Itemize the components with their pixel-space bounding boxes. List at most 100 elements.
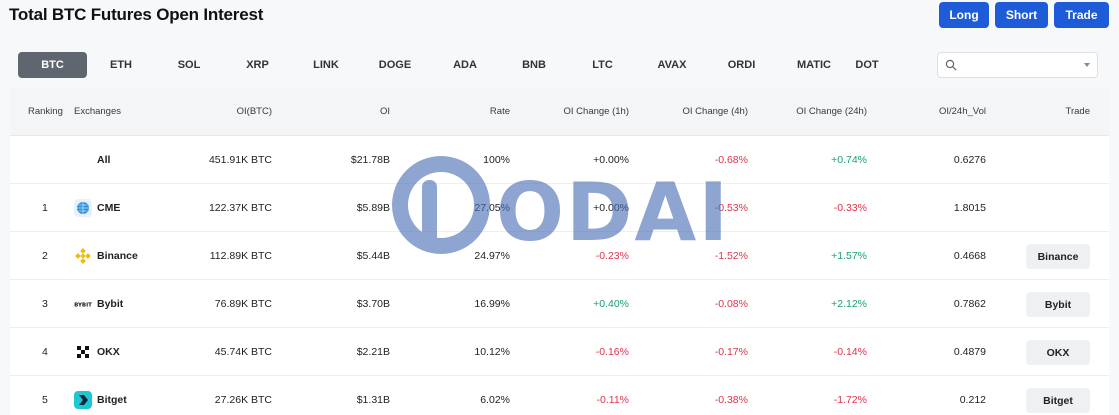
column-header-oi-change-4h: OI Change (4h)	[682, 106, 748, 117]
exchange-name: Binance	[97, 250, 138, 262]
exchange-name: OKX	[97, 346, 120, 358]
column-header-oi-24h-vol: OI/24h_Vol	[938, 106, 986, 117]
tab-doge[interactable]: DOGE	[378, 59, 412, 71]
oi-change-4h-cell: -0.38%	[714, 394, 748, 406]
oi-change-4h-cell: -0.17%	[714, 346, 748, 358]
oi-24h-vol-cell: 0.4879	[953, 346, 986, 358]
table-row: 1 CME 122.37K BTC $5.89B 27.05% +0.00% -0.53% -…	[10, 184, 1109, 232]
oi-change-4h-cell: -0.53%	[714, 202, 748, 214]
coin-search-select[interactable]	[937, 52, 1098, 78]
oi-change-24h-cell: +0.74%	[831, 154, 867, 166]
table-row: 5 Bitget 27.26K BTC $1.31B 6.02% -0.11% -0.38%…	[10, 376, 1109, 415]
oi-24h-vol-cell: 0.6276	[953, 154, 986, 166]
bybit-icon: BYBIT	[74, 295, 92, 313]
page-header: Total BTC Futures Open Interest Long Sho…	[0, 0, 1119, 32]
tab-dot[interactable]: DOT	[855, 59, 879, 71]
oi-change-24h-cell: -0.33%	[833, 202, 867, 214]
tab-ltc[interactable]: LTC	[592, 59, 613, 71]
oi-btc-cell: 451.91K BTC	[208, 154, 272, 166]
short-button[interactable]: Short	[995, 2, 1048, 28]
oi-btc-cell: 27.26K BTC	[214, 394, 272, 406]
oi-24h-vol-cell: 0.212	[959, 394, 986, 406]
oi-change-24h-cell: +2.12%	[831, 298, 867, 310]
tab-bnb[interactable]: BNB	[522, 59, 546, 71]
tab-avax[interactable]: AVAX	[657, 59, 687, 71]
tab-btc[interactable]: BTC	[18, 52, 87, 78]
column-header-rate: Rate	[489, 106, 510, 117]
rate-cell: 6.02%	[480, 394, 510, 406]
oi-usd-cell: $5.89B	[356, 202, 390, 214]
ranking-cell: 5	[42, 394, 48, 406]
open-interest-table: Ranking Exchanges OI(BTC) OI Rate OI Change (…	[10, 88, 1109, 415]
table-row: 3 BYBIT Bybit 76.89K BTC $3.70B 16.99% +0.40% -…	[10, 280, 1109, 328]
tab-sol[interactable]: SOL	[177, 59, 201, 71]
tab-xrp[interactable]: XRP	[246, 59, 269, 71]
coin-tabs: BTC ETH SOL XRP LINK DOGE ADA BNB LTC AVAX ORDI MAT…	[18, 52, 882, 78]
oi-btc-cell: 122.37K BTC	[208, 202, 272, 214]
exchange-name: Bitget	[97, 394, 127, 406]
oi-change-1h-cell: -0.16%	[595, 346, 629, 358]
tab-eth[interactable]: ETH	[110, 59, 132, 71]
column-header-oi-change-1h: OI Change (1h)	[563, 106, 629, 117]
oi-change-4h-cell: -0.08%	[714, 298, 748, 310]
trade-bybit-button[interactable]: Bybit	[1026, 292, 1090, 317]
ranking-cell: 1	[42, 202, 48, 214]
trade-bitget-button[interactable]: Bitget	[1026, 388, 1090, 413]
chevron-down-icon[interactable]	[1084, 63, 1090, 67]
table-row-all: All 451.91K BTC $21.78B 100% +0.00% -0.68% +0.…	[10, 136, 1109, 184]
search-input[interactable]	[962, 56, 1072, 74]
table-row: 4 OKX 45.74K BTC $2.21B 10.12% -0.16% -0.17% -0…	[10, 328, 1109, 376]
rate-cell: 24.97%	[474, 250, 510, 262]
oi-change-1h-cell: -0.23%	[595, 250, 629, 262]
search-icon	[945, 59, 957, 71]
tab-ordi[interactable]: ORDI	[727, 59, 756, 71]
tab-ada[interactable]: ADA	[453, 59, 477, 71]
rate-cell: 27.05%	[474, 202, 510, 214]
rate-cell: 10.12%	[474, 346, 510, 358]
bitget-icon	[74, 391, 92, 409]
column-header-exchanges: Exchanges	[74, 106, 122, 117]
oi-change-24h-cell: -0.14%	[833, 346, 867, 358]
page-title: Total BTC Futures Open Interest	[9, 5, 264, 24]
ranking-cell: 4	[42, 346, 48, 358]
table-body: All 451.91K BTC $21.78B 100% +0.00% -0.68% +0.…	[10, 136, 1109, 415]
trade-okx-button[interactable]: OKX	[1026, 340, 1090, 365]
binance-icon	[74, 247, 92, 265]
column-header-ranking: Ranking	[28, 106, 63, 117]
exchange-name: Bybit	[97, 298, 124, 310]
oi-change-1h-cell: -0.11%	[596, 394, 630, 406]
oi-usd-cell: $21.78B	[350, 154, 390, 166]
oi-change-4h-cell: -1.52%	[714, 250, 748, 262]
trade-binance-button[interactable]: Binance	[1026, 244, 1090, 269]
okx-icon	[74, 343, 92, 361]
column-header-oi-btc: OI(BTC)	[236, 106, 272, 117]
table-header: Ranking Exchanges OI(BTC) OI Rate OI Change (…	[10, 88, 1109, 136]
exchange-name: All	[97, 154, 111, 166]
long-button[interactable]: Long	[939, 2, 989, 28]
oi-change-24h-cell: +1.57%	[831, 250, 867, 262]
column-header-oi-change-24h: OI Change (24h)	[796, 106, 867, 117]
oi-change-1h-cell: +0.00%	[593, 154, 629, 166]
oi-usd-cell: $2.21B	[356, 346, 390, 358]
exchange-name: CME	[97, 202, 121, 214]
trade-button[interactable]: Trade	[1054, 2, 1109, 28]
oi-24h-vol-cell: 0.4668	[953, 250, 986, 262]
rate-cell: 16.99%	[474, 298, 510, 310]
column-header-oi: OI	[379, 106, 390, 117]
oi-24h-vol-cell: 0.7862	[953, 298, 986, 310]
oi-usd-cell: $1.31B	[356, 394, 390, 406]
oi-btc-cell: 76.89K BTC	[214, 298, 272, 310]
oi-change-24h-cell: -1.72%	[833, 394, 867, 406]
oi-change-4h-cell: -0.68%	[714, 154, 748, 166]
rate-cell: 100%	[483, 154, 510, 166]
tabs-overflow-fade	[912, 52, 934, 78]
table-row: 2 Binance 112.89K BTC $5.44B 24.97% -0.23% -1.…	[10, 232, 1109, 280]
tab-matic[interactable]: MATIC	[796, 59, 831, 71]
cme-icon	[74, 199, 92, 217]
tab-link[interactable]: LINK	[313, 59, 339, 71]
oi-24h-vol-cell: 1.8015	[953, 202, 986, 214]
ranking-cell	[42, 136, 72, 184]
oi-usd-cell: $5.44B	[356, 250, 390, 262]
column-header-trade: Trade	[1065, 106, 1090, 117]
oi-usd-cell: $3.70B	[356, 298, 390, 310]
